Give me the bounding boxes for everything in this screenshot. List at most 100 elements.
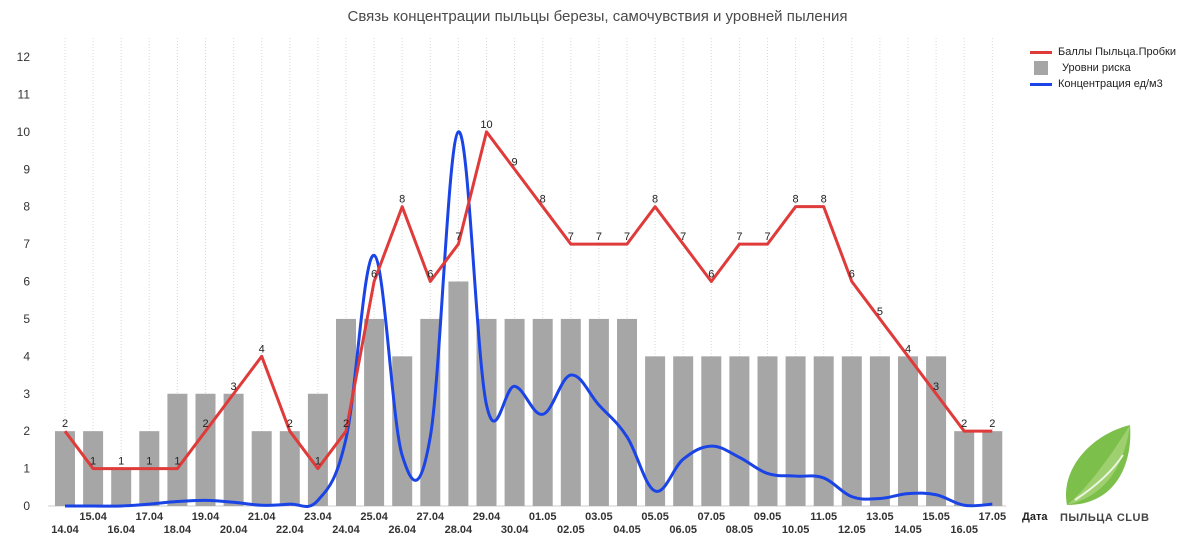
x-tick-label: 05.05	[641, 511, 669, 523]
risk-bar	[869, 356, 890, 506]
score-line	[63, 130, 993, 471]
legend-swatch-concentration	[1030, 82, 1052, 86]
risk-bar	[111, 468, 132, 506]
risk-bar	[757, 356, 778, 506]
x-axis-title: Дата	[1022, 511, 1048, 523]
score-data-label: 1	[174, 456, 180, 468]
x-tick-label: 17.05	[979, 511, 1007, 523]
x-tick-label: 16.05	[950, 524, 978, 536]
score-data-label: 2	[989, 418, 995, 430]
x-tick-label: 15.05	[922, 511, 950, 523]
x-tick-label: 18.04	[164, 524, 192, 536]
x-tick-label: 19.04	[192, 511, 220, 523]
legend-label-score: Баллы Пыльца.Пробки	[1058, 46, 1176, 58]
risk-bar	[617, 318, 637, 506]
risk-bar	[223, 393, 244, 506]
score-data-label: 5	[877, 306, 883, 318]
x-tick-label: 21.04	[248, 511, 276, 523]
score-data-label: 8	[821, 194, 827, 206]
risk-bar	[364, 318, 385, 506]
risk-bar	[701, 356, 722, 506]
x-tick-label: 15.04	[79, 511, 107, 523]
x-tick-label: 11.05	[810, 511, 837, 523]
risk-bar	[504, 318, 525, 506]
score-data-label: 1	[315, 456, 321, 468]
grid-lines	[48, 38, 1007, 507]
x-tick-label: 25.04	[360, 511, 388, 523]
risk-bar	[560, 318, 581, 506]
x-tick-label: 17.04	[136, 511, 164, 523]
y-tick-label: 5	[23, 312, 30, 326]
score-data-label: 3	[933, 381, 939, 393]
risk-bar	[532, 318, 553, 506]
y-tick-label: 3	[23, 387, 30, 401]
legend: Баллы Пыльца.Пробки Уровни риска Концент…	[1030, 44, 1176, 92]
score-data-label: 6	[427, 269, 433, 281]
leaf-logo-icon	[1065, 425, 1131, 505]
risk-bar	[588, 318, 609, 506]
y-tick-label: 0	[23, 499, 30, 513]
x-tick-label: 27.04	[417, 511, 445, 523]
risk-bar	[673, 356, 694, 506]
score-data-label: 1	[90, 456, 96, 468]
score-data-label: 7	[596, 231, 602, 243]
legend-item-risk: Уровни риска	[1030, 60, 1176, 76]
y-tick-label: 9	[23, 162, 30, 176]
chart-title: Связь концентрации пыльцы березы, самочу…	[347, 8, 848, 25]
y-tick-label: 8	[23, 200, 30, 214]
score-data-label: 3	[231, 381, 237, 393]
legend-item-score: Баллы Пыльца.Пробки	[1030, 44, 1176, 60]
score-data-label: 9	[512, 156, 518, 168]
score-series-line	[63, 130, 993, 471]
x-tick-label: 07.05	[698, 511, 726, 523]
risk-bars	[55, 281, 1003, 506]
score-data-label: 1	[118, 456, 124, 468]
x-tick-label: 26.04	[388, 524, 416, 536]
score-data-label: 2	[202, 418, 208, 430]
x-tick-label: 30.04	[501, 524, 529, 536]
y-tick-label: 4	[23, 349, 30, 363]
concentration-series-line	[65, 130, 993, 509]
score-data-label: 10	[480, 119, 492, 131]
risk-bar	[167, 393, 188, 506]
score-data-labels: 2 1 1 1 1 2 3 4 2 1 2 6 8 6 7 10 9 8 7 7 7 8 7 6 7 7 8 8 6 5 4 3 2 2	[62, 119, 995, 468]
x-tick-label: 20.04	[220, 524, 248, 536]
risk-bar	[982, 431, 1003, 506]
x-tick-label: 28.04	[445, 524, 473, 536]
risk-bar	[841, 356, 862, 506]
score-data-label: 2	[62, 418, 68, 430]
risk-bar	[645, 356, 666, 506]
risk-bar	[954, 431, 975, 506]
score-data-label: 6	[849, 269, 855, 281]
legend-item-concentration: Концентрация ед/м3	[1030, 76, 1176, 92]
risk-bar	[251, 431, 272, 506]
score-data-label: 8	[652, 194, 658, 206]
x-tick-label: 23.04	[304, 511, 332, 523]
x-tick-label: 14.05	[894, 524, 922, 536]
x-tick-label: 16.04	[107, 524, 135, 536]
x-axis-ticks: 14.0415.0416.0417.0418.0419.0420.0421.04…	[51, 511, 1006, 536]
score-data-label: 7	[764, 231, 770, 243]
score-data-label: 7	[455, 231, 461, 243]
y-tick-label: 12	[17, 50, 31, 64]
x-tick-label: 04.05	[613, 524, 641, 536]
risk-bar	[195, 393, 216, 506]
y-tick-label: 6	[23, 275, 30, 289]
risk-bar	[926, 356, 947, 506]
score-data-label: 2	[343, 418, 349, 430]
score-data-label: 7	[568, 231, 574, 243]
logo-text: ПЫЛЬЦА CLUB	[1060, 512, 1150, 524]
score-data-label: 8	[793, 194, 799, 206]
x-tick-label: 02.05	[557, 524, 585, 536]
concentration-line	[65, 130, 993, 509]
x-tick-label: 13.05	[866, 511, 894, 523]
x-tick-label: 24.04	[332, 524, 360, 536]
score-data-label: 2	[287, 418, 293, 430]
risk-bar	[448, 281, 469, 506]
score-data-label: 6	[371, 269, 377, 281]
legend-swatch-risk	[1034, 61, 1048, 75]
y-tick-label: 11	[18, 87, 31, 101]
risk-bar	[392, 356, 413, 506]
x-tick-label: 03.05	[585, 511, 613, 523]
